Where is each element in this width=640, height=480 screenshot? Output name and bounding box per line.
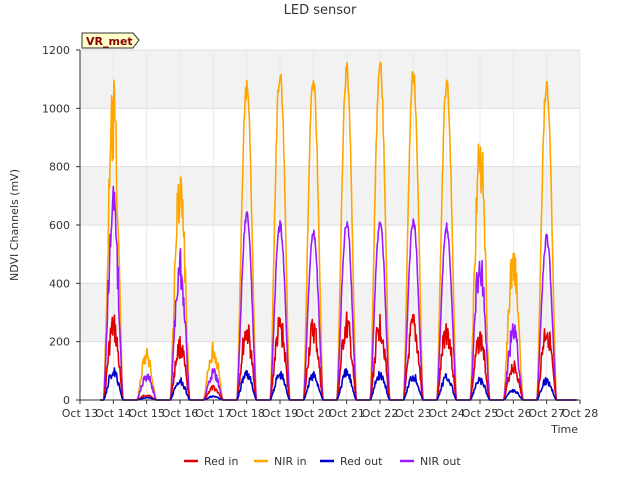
legend-label: NIR in: [274, 455, 307, 468]
y-tick-label: 1000: [42, 102, 70, 115]
y-tick-label: 1200: [42, 44, 70, 57]
x-tick-label: Oct 14: [95, 407, 132, 420]
x-tick-label: Oct 23: [395, 407, 432, 420]
x-tick-label: Oct 16: [162, 407, 199, 420]
x-tick-label: Oct 24: [428, 407, 465, 420]
site-badge-label: VR_met: [86, 35, 133, 48]
background-band: [80, 283, 580, 342]
site-badge: VR_met: [81, 32, 140, 49]
x-tick-label: Oct 15: [128, 407, 165, 420]
y-tick-label: 600: [49, 219, 70, 232]
chart-title: LED sensor: [284, 3, 357, 18]
x-tick-label: Oct 22: [362, 407, 399, 420]
x-tick-label: Oct 18: [228, 407, 265, 420]
x-tick-label: Oct 27: [528, 407, 565, 420]
x-tick-label: Oct 21: [328, 407, 365, 420]
x-tick-label: Oct 26: [495, 407, 532, 420]
y-tick-labels: 0 200 400 600 800 1000 1200: [42, 44, 80, 407]
legend: Red in NIR in Red out NIR out: [184, 455, 461, 468]
x-tick-label: Oct 17: [195, 407, 232, 420]
x-axis-title: Time: [550, 423, 578, 436]
background-band: [80, 50, 580, 109]
y-axis-title: NDVI Channels (mV): [8, 169, 21, 281]
legend-label: Red in: [204, 455, 238, 468]
y-tick-label: 800: [49, 161, 70, 174]
x-tick-label: Oct 28: [562, 407, 599, 420]
background-band: [80, 166, 580, 225]
legend-label: NIR out: [420, 455, 461, 468]
y-tick-label: 0: [63, 394, 70, 407]
y-tick-label: 400: [49, 277, 70, 290]
x-tick-label: Oct 25: [462, 407, 499, 420]
x-tick-label: Oct 13: [62, 407, 99, 420]
legend-label: Red out: [340, 455, 383, 468]
x-tick-label: Oct 19: [262, 407, 299, 420]
y-tick-label: 200: [49, 336, 70, 349]
x-tick-label: Oct 20: [295, 407, 332, 420]
